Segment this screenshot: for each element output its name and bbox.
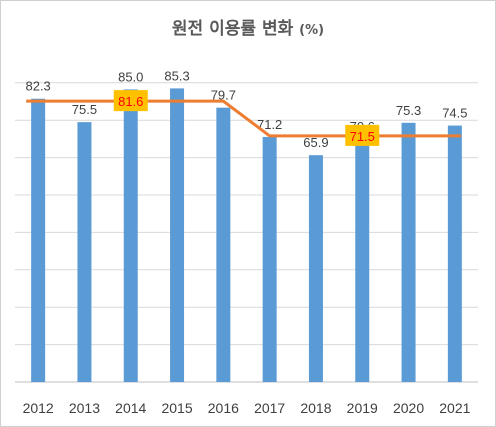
bar (170, 88, 185, 382)
data-label: 75.5 (72, 102, 97, 117)
x-tick-label: 2019 (347, 400, 378, 416)
average-callout-box (113, 90, 148, 112)
average-callout-box (345, 124, 380, 146)
bar (447, 125, 462, 382)
bar (77, 122, 92, 382)
bar (216, 107, 231, 382)
data-label: 85.0 (118, 69, 143, 84)
bar (31, 98, 46, 383)
data-label: 85.3 (164, 68, 189, 83)
data-label: 65.9 (303, 135, 328, 150)
x-tick-label: 2014 (115, 400, 146, 416)
x-tick-label: 2015 (161, 400, 192, 416)
chart-title: 원전 이용률 변화 (%) (0, 14, 496, 39)
x-tick-label: 2020 (393, 400, 424, 416)
x-tick-label: 2013 (69, 400, 100, 416)
chart-title-text: 원전 이용률 변화 (171, 19, 294, 39)
x-tick-label: 2016 (208, 400, 239, 416)
data-label: 71.2 (257, 117, 282, 132)
bar (123, 89, 138, 382)
bar (355, 138, 370, 382)
data-label: 75.3 (396, 103, 421, 118)
data-label: 82.3 (25, 79, 50, 94)
data-label: 74.5 (442, 106, 467, 121)
x-tick-label: 2021 (439, 400, 470, 416)
chart-title-unit: (%) (299, 23, 325, 38)
x-tick-label: 2012 (23, 400, 54, 416)
bar (308, 155, 323, 382)
average-callout-label: 71.5 (350, 129, 375, 144)
average-callout-label: 81.6 (118, 94, 143, 109)
bar (401, 122, 416, 382)
x-tick-label: 2018 (300, 400, 331, 416)
x-tick-label: 2017 (254, 400, 285, 416)
bar (262, 136, 277, 382)
data-label: 79.7 (211, 88, 236, 103)
